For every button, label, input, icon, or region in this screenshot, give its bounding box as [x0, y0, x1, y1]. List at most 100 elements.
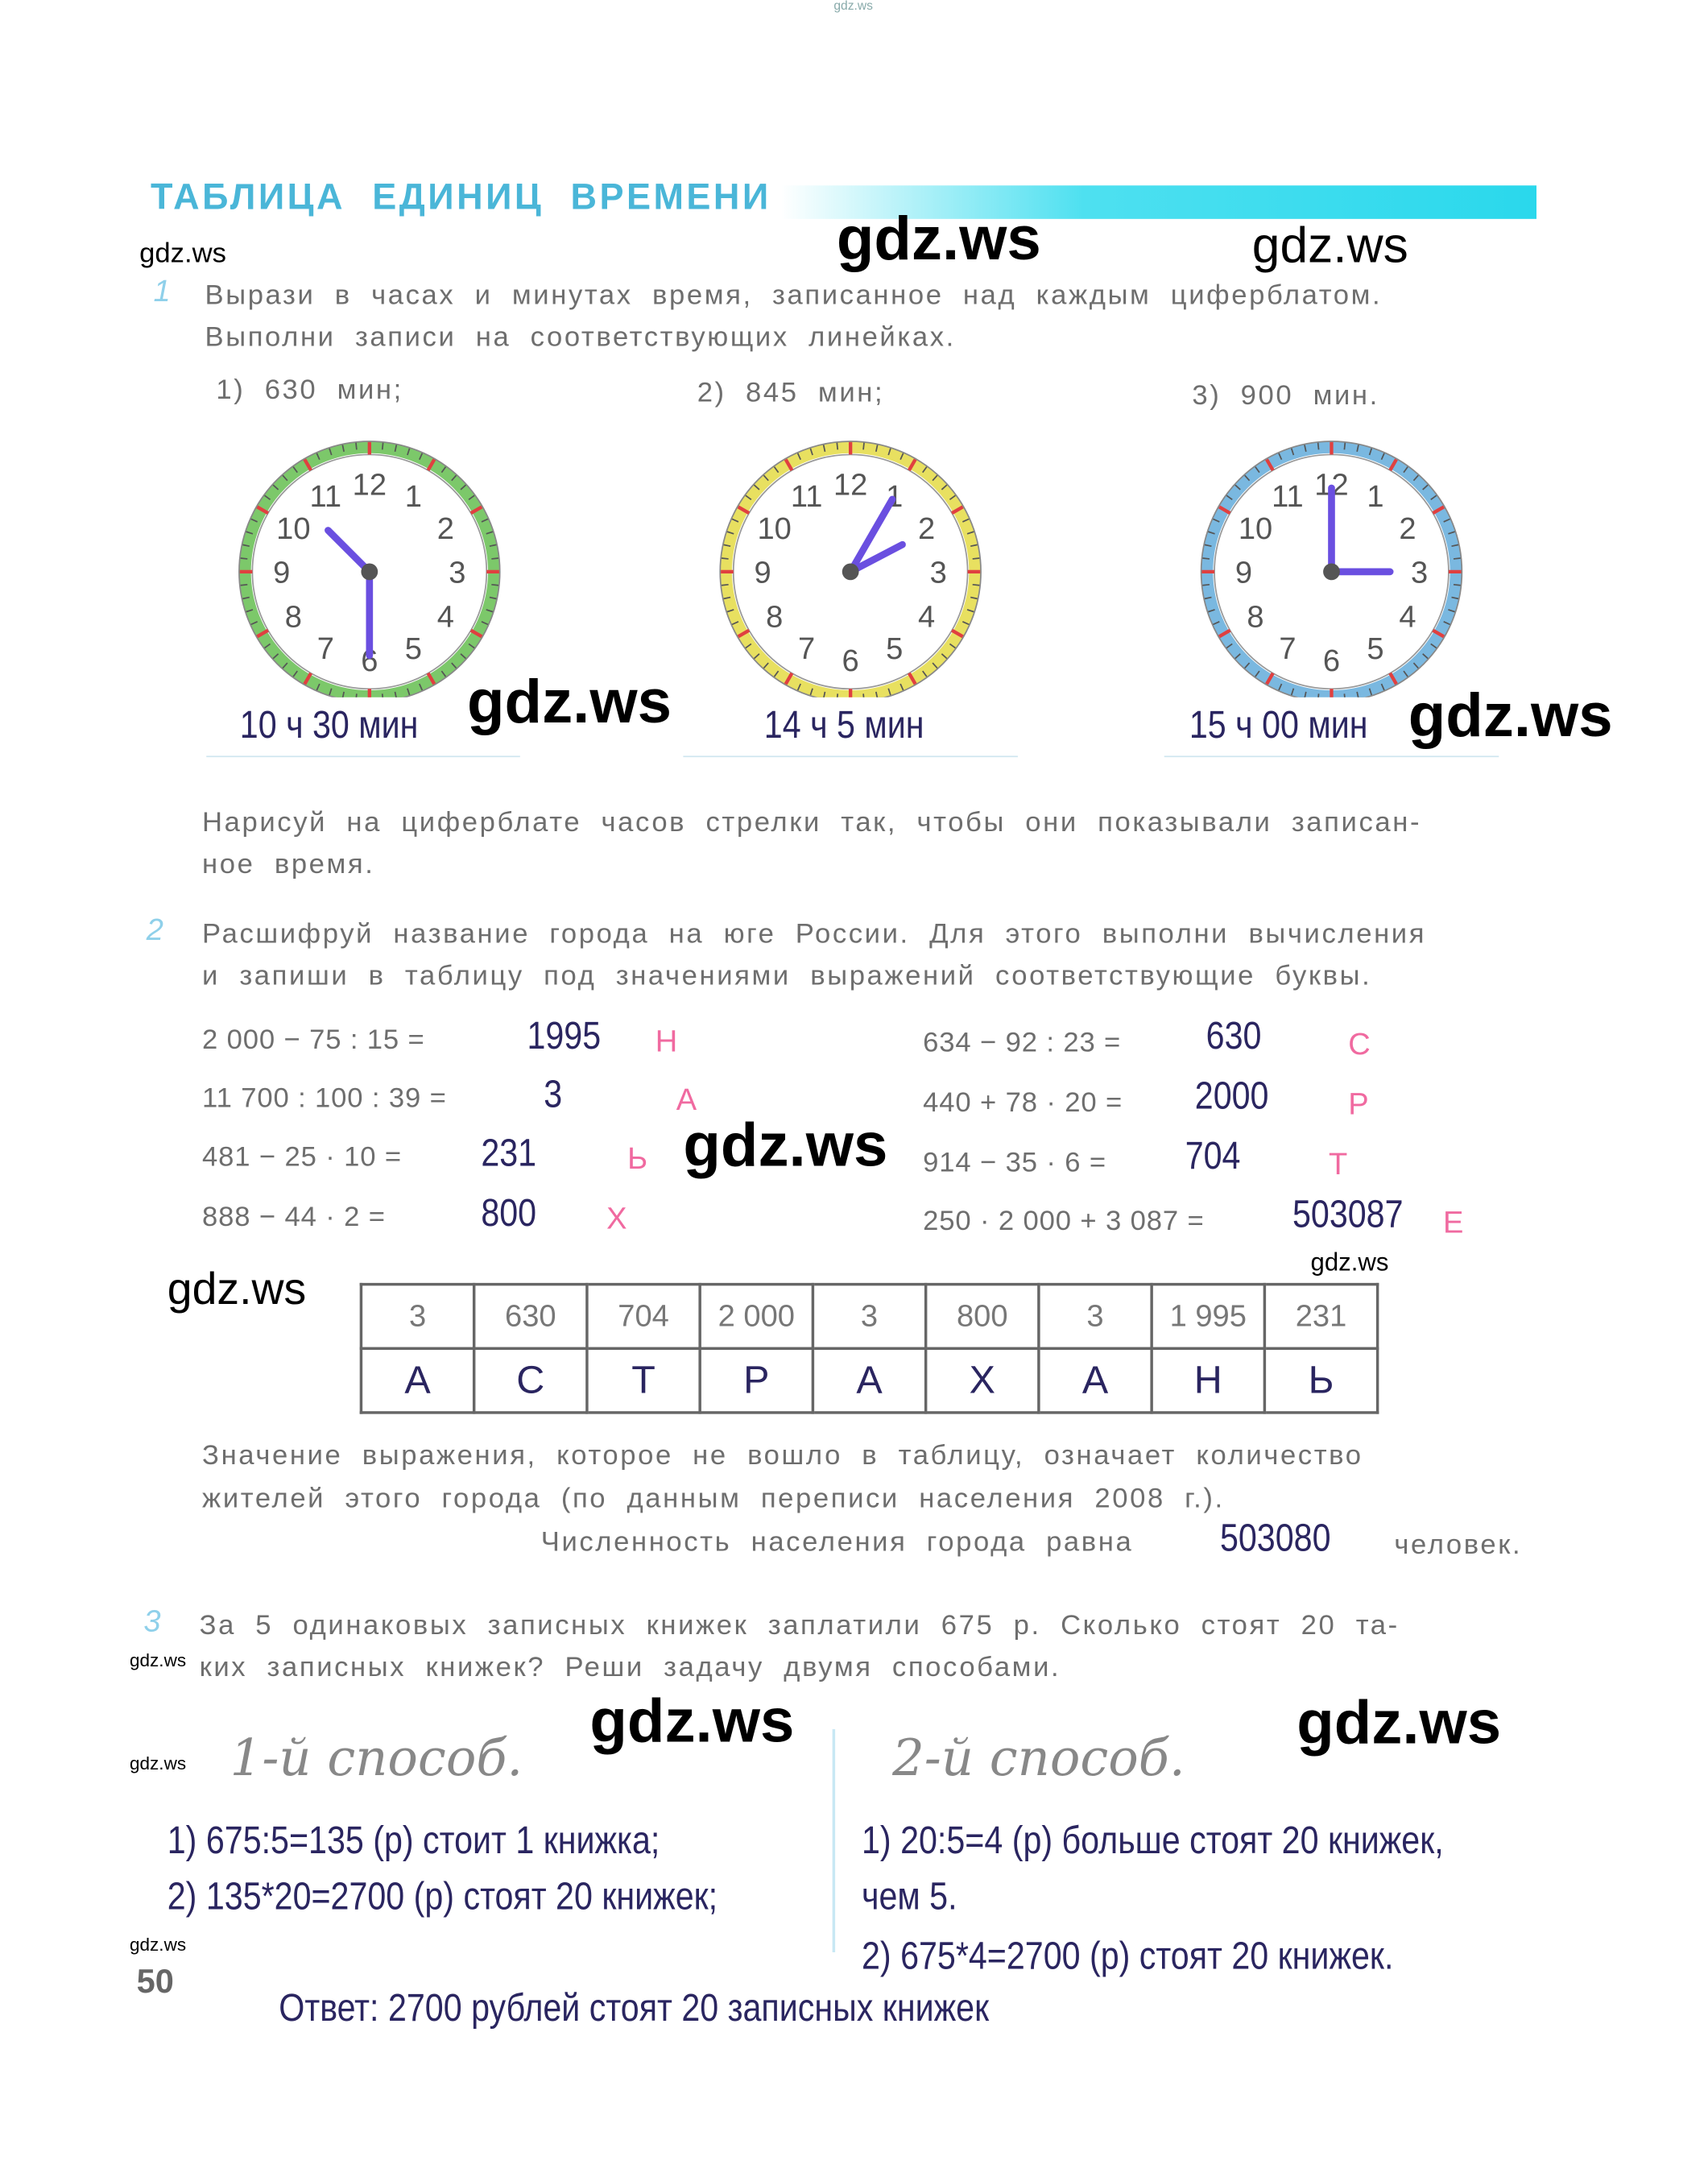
clock-mark — [932, 662, 938, 669]
clock-mark — [1453, 583, 1461, 586]
cipher-letter: Ь — [627, 1140, 648, 1176]
clock-mark — [784, 672, 794, 685]
table-value: 1 995 — [1150, 1282, 1267, 1350]
clock-mark — [1343, 442, 1346, 450]
watermark: gdz.ws — [1408, 681, 1613, 751]
clock-number: 8 — [1247, 600, 1263, 634]
clock-mark — [887, 448, 891, 456]
table-value: 630 — [472, 1282, 589, 1350]
clock-mark — [460, 653, 467, 660]
expression: 888 − 44 · 2 = — [202, 1202, 386, 1233]
clock-mark — [941, 484, 948, 490]
clock-number: 11 — [791, 480, 823, 514]
clock-mark — [1213, 621, 1220, 626]
task-text: Вырази в часах и минутах время, записанн… — [205, 280, 1383, 312]
clock-mark — [1304, 445, 1307, 453]
clock-number: 3 — [1411, 557, 1428, 590]
clock-mark — [1278, 683, 1283, 691]
clock-mark — [721, 583, 729, 586]
expression-answer: 2000 — [1194, 1074, 1269, 1117]
clock-number: 9 — [1235, 557, 1252, 590]
clock-mark — [1204, 596, 1212, 600]
clock-mark — [773, 466, 780, 474]
clock-mark — [394, 691, 397, 697]
clock-mark — [246, 609, 254, 613]
clock-mark — [737, 505, 751, 515]
clock-number: 4 — [1399, 600, 1416, 634]
watermark: gdz.ws — [1251, 216, 1408, 274]
clock-mark — [1368, 688, 1373, 696]
clock-mark — [1343, 693, 1346, 697]
clock-mark — [809, 448, 813, 456]
solution-step: 2) 135*20=2700 (р) стоят 20 книжек; — [167, 1874, 718, 1918]
clock-mark — [823, 691, 826, 697]
page-title: ТАБЛИЦА ЕДИНИЦ ВРЕМЕНИ — [150, 176, 771, 218]
clock-mark — [1430, 643, 1437, 649]
expression: 250 · 2 000 + 3 087 = — [923, 1206, 1205, 1237]
table-letter: А — [359, 1347, 476, 1414]
clock-mark — [486, 531, 494, 535]
solution-step: 2) 675*4=2700 (р) стоят 20 книжек. — [862, 1934, 1394, 1978]
clock-mark — [796, 453, 801, 461]
clock-mark — [1226, 643, 1233, 649]
table-value: 704 — [585, 1282, 701, 1350]
clock-number: 2 — [437, 512, 454, 546]
clock-number: 6 — [1323, 644, 1340, 678]
clock-mark — [922, 466, 928, 474]
clock-number: 1 — [1367, 480, 1383, 514]
clock-mark — [426, 672, 436, 685]
expression-answer: 704 — [1185, 1133, 1241, 1177]
clock-mark — [907, 672, 917, 685]
clock-mark — [962, 621, 970, 626]
cipher-letter: Х — [606, 1200, 627, 1236]
watermark: gdz.ws — [833, 0, 873, 13]
clock-mark — [1403, 466, 1408, 474]
clock-mark — [862, 693, 865, 697]
clock-mark — [250, 518, 258, 523]
clock-mark — [763, 662, 769, 669]
watermark: gdz.ws — [130, 1649, 187, 1671]
table-letter: Н — [1150, 1347, 1267, 1414]
clock-mark — [1226, 495, 1233, 501]
clock-mark — [972, 583, 980, 586]
clock-mark — [240, 557, 248, 560]
clock-mark — [240, 583, 248, 586]
clock-mark — [282, 474, 288, 482]
clock-number: 4 — [437, 600, 454, 634]
clock-mark — [1255, 670, 1260, 677]
clock-mark — [842, 563, 859, 581]
clock-mark — [723, 544, 731, 548]
clock-mark — [303, 672, 312, 685]
clock-mark — [486, 609, 494, 613]
clock-number: 5 — [886, 632, 903, 666]
clock-mark — [1368, 448, 1373, 456]
clock-mark — [341, 691, 345, 697]
clock-mark — [292, 670, 298, 677]
watermark: gdz.ws — [1310, 1248, 1389, 1277]
clock-mark — [1304, 691, 1307, 697]
clock-number: 12 — [833, 469, 867, 503]
clock-number: 10 — [1239, 512, 1272, 546]
clock-mark — [970, 596, 978, 600]
task-text: Выполни записи на соответствующих линейк… — [205, 321, 956, 354]
clock-mark — [1430, 495, 1437, 501]
clock-number: 3 — [449, 557, 465, 590]
expression: 481 − 25 · 10 = — [202, 1142, 402, 1173]
clock-number: 2 — [918, 512, 935, 546]
watermark: gdz.ws — [836, 205, 1041, 274]
clock-mark — [1432, 505, 1445, 515]
population-label: Численность населения города равна — [540, 1526, 1134, 1558]
clock-mark — [460, 484, 467, 490]
clock-number: 3 — [930, 557, 947, 590]
clock-answer: 14 ч 5 мин — [763, 702, 924, 747]
watermark: gdz.ws — [589, 1687, 795, 1756]
clock-mark — [951, 505, 964, 515]
clock-mark — [966, 609, 974, 613]
clock-number: 11 — [1272, 480, 1304, 514]
answer-line — [1164, 755, 1499, 758]
clock-mark — [1265, 672, 1275, 685]
clock-mark — [753, 484, 760, 490]
clock-mark — [1218, 505, 1231, 515]
clock-mark — [809, 688, 813, 696]
